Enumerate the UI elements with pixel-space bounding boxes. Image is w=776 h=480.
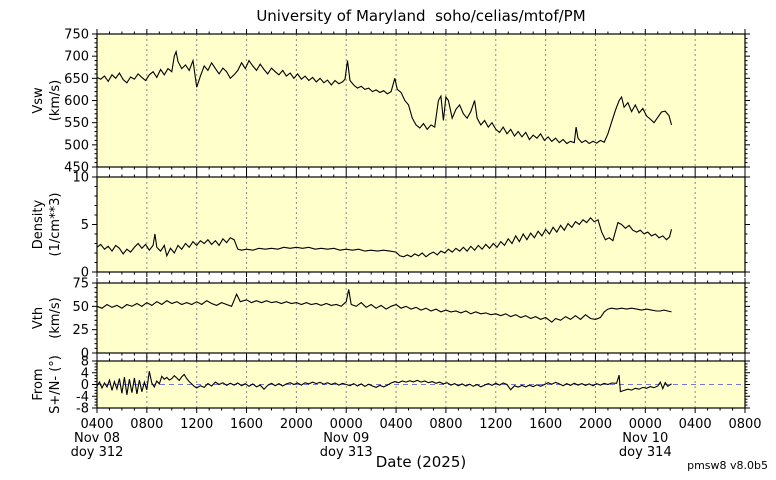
vsw-trace <box>96 49 673 145</box>
panel-vth: 0 25 50 75 Vth (km/s) <box>31 277 750 362</box>
density-trace <box>96 216 673 258</box>
y-tick-label: 8 <box>81 355 89 370</box>
date-label: Nov 08 <box>74 431 120 446</box>
y-tick-label: -8 <box>76 402 89 417</box>
y-tick-label: 0 <box>81 378 89 393</box>
x-tick-label: 0800 <box>429 417 462 432</box>
x-axis-title: Date (2025) <box>375 453 467 471</box>
y-tick-label: 50 <box>72 300 89 315</box>
y-tick-label: 650 <box>64 72 89 87</box>
y-tick-label: 25 <box>72 323 89 338</box>
panel-background <box>97 34 745 167</box>
density-axis-unit: (1/cm**3) <box>48 193 63 257</box>
doy-label: doy 312 <box>71 445 124 460</box>
y-tick-label: 4 <box>81 366 89 381</box>
y-tick-label: 750 <box>64 28 89 43</box>
version-tag: pmsw8 v8.0b5 <box>687 459 768 472</box>
y-tick-label: 550 <box>64 116 89 131</box>
panel-background <box>97 177 745 272</box>
vth-trace <box>96 289 672 323</box>
x-tick-label: 0000 <box>629 417 662 432</box>
y-tick-label: 700 <box>64 50 89 65</box>
x-tick-label: 1600 <box>529 417 562 432</box>
date-label: Nov 10 <box>622 431 668 446</box>
doy-label: doy 314 <box>619 445 672 460</box>
chart-title: University of Maryland soho/celias/mtof/… <box>256 7 586 25</box>
y-tick-label: 0 <box>81 266 89 281</box>
x-tick-label: 0000 <box>330 417 363 432</box>
y-tick-label: 600 <box>64 94 89 109</box>
from_sn-axis-label: From <box>31 368 46 400</box>
x-tick-label: 1200 <box>180 417 213 432</box>
panel-density: 0 5 10 Density (1/cm**3) <box>31 171 750 281</box>
y-tick-label: 0 <box>81 347 89 362</box>
x-tick-label: 1200 <box>479 417 512 432</box>
x-tick-label: 0400 <box>380 417 413 432</box>
from_sn-trace <box>96 371 672 395</box>
x-tick-label: 1600 <box>230 417 263 432</box>
x-tick-label: 0400 <box>80 417 113 432</box>
panel-vsw: 450 500 550 600 650 700 750 Vsw (km/s) <box>31 28 750 176</box>
x-tick-label: 0400 <box>679 417 712 432</box>
density-axis-label: Density <box>31 199 46 249</box>
vth-axis-label: Vth <box>31 307 46 329</box>
y-tick-label: -4 <box>76 390 89 405</box>
vsw-axis-label: Vsw <box>31 87 46 114</box>
x-tick-label: 0800 <box>728 417 761 432</box>
y-tick-label: 75 <box>72 277 89 292</box>
panel-background <box>97 283 745 353</box>
y-tick-label: 450 <box>64 161 89 176</box>
y-tick-label: 500 <box>64 138 89 153</box>
x-tick-label: 0800 <box>130 417 163 432</box>
vth-axis-unit: (km/s) <box>48 297 63 339</box>
vsw-axis-unit: (km/s) <box>48 80 63 122</box>
date-label: Nov 09 <box>323 431 369 446</box>
x-tick-label: 2000 <box>280 417 313 432</box>
y-tick-label: 5 <box>81 218 89 233</box>
from_sn-axis-unit: S+/N- (°) <box>48 355 63 414</box>
y-tick-label: 10 <box>72 171 89 186</box>
x-tick-label: 2000 <box>579 417 612 432</box>
doy-label: doy 313 <box>320 445 373 460</box>
